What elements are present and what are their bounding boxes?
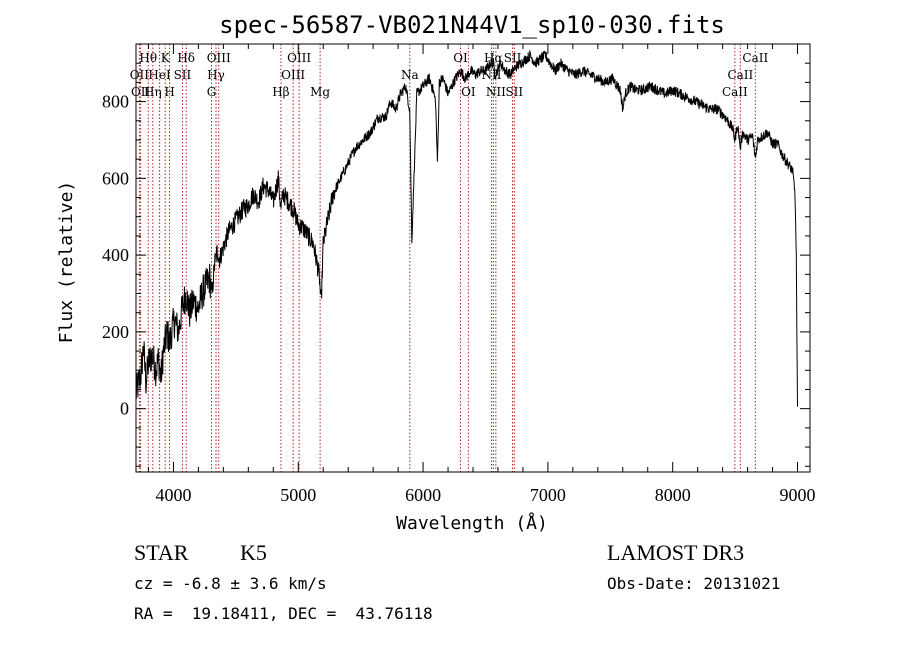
annotation-23: SII [505,85,523,99]
object-type: STAR [134,540,189,565]
annotation-8: Hδ [177,51,195,65]
annotation-1: OII [130,68,150,82]
annotation-7: H [164,85,174,99]
x-tick-label-8000: 8000 [655,485,691,505]
x-tick-label-9000: 9000 [780,485,816,505]
annotation-20: NII [481,68,501,82]
coordinates: RA = 19.18411, DEC = 43.76118 [134,604,433,623]
chart-title: spec-56587-VB021N44V1_sp10-030.fits [219,11,725,39]
annotation-14: Hβ [272,85,289,99]
x-axis-ticks: 4000 5000 6000 7000 8000 9000 [147,44,816,505]
y-axis-label: Flux (relative) [56,181,77,344]
obs-date: Obs-Date: 20131021 [607,574,781,593]
annotation-0: Hθ [139,51,157,65]
series-layer [135,49,798,407]
annotation-21: SII [504,51,522,65]
redshift-cz: cz = -6.8 ± 3.6 km/s [134,574,327,593]
annotation-13: OIII [281,68,305,82]
x-tick-label-4000: 4000 [155,485,191,505]
series-line-flux [135,49,798,407]
x-axis-label: Wavelength (Å) [396,512,548,534]
annotation-22: NII [486,85,506,99]
annotation-12: OIII [287,51,311,65]
annotation-25: CaII [727,68,753,82]
line-markers [138,44,756,472]
annotation-16: Na [401,68,419,82]
annotation-9: OIII [207,51,231,65]
y-axis-ticks: 0 200 400 600 800 [102,43,810,467]
annotation-15: Mg [310,85,330,99]
x-tick-label-6000: 6000 [405,485,441,505]
annotation-5: Hη [144,85,162,99]
annotation-26: CaII [722,85,748,99]
annotation-6: SII [174,68,192,82]
x-tick-label-5000: 5000 [280,485,316,505]
annotation-4: HeI [148,68,171,82]
y-tick-label-600: 600 [102,168,129,188]
annotation-17: OI [453,51,468,65]
y-tick-label-0: 0 [120,399,129,419]
annotation-10: Hγ [207,68,225,82]
annotation-18: OI [461,85,476,99]
x-tick-label-7000: 7000 [530,485,566,505]
annotation-19: Hα [484,51,503,65]
survey-name: LAMOST DR3 [607,540,745,565]
y-tick-label-400: 400 [102,245,129,265]
object-subclass: K5 [240,540,267,565]
annotation-3: K [161,51,171,65]
y-tick-label-800: 800 [102,92,129,112]
y-tick-label-200: 200 [102,322,129,342]
annotation-24: CaII [742,51,768,65]
annotation-11: G [207,85,217,99]
